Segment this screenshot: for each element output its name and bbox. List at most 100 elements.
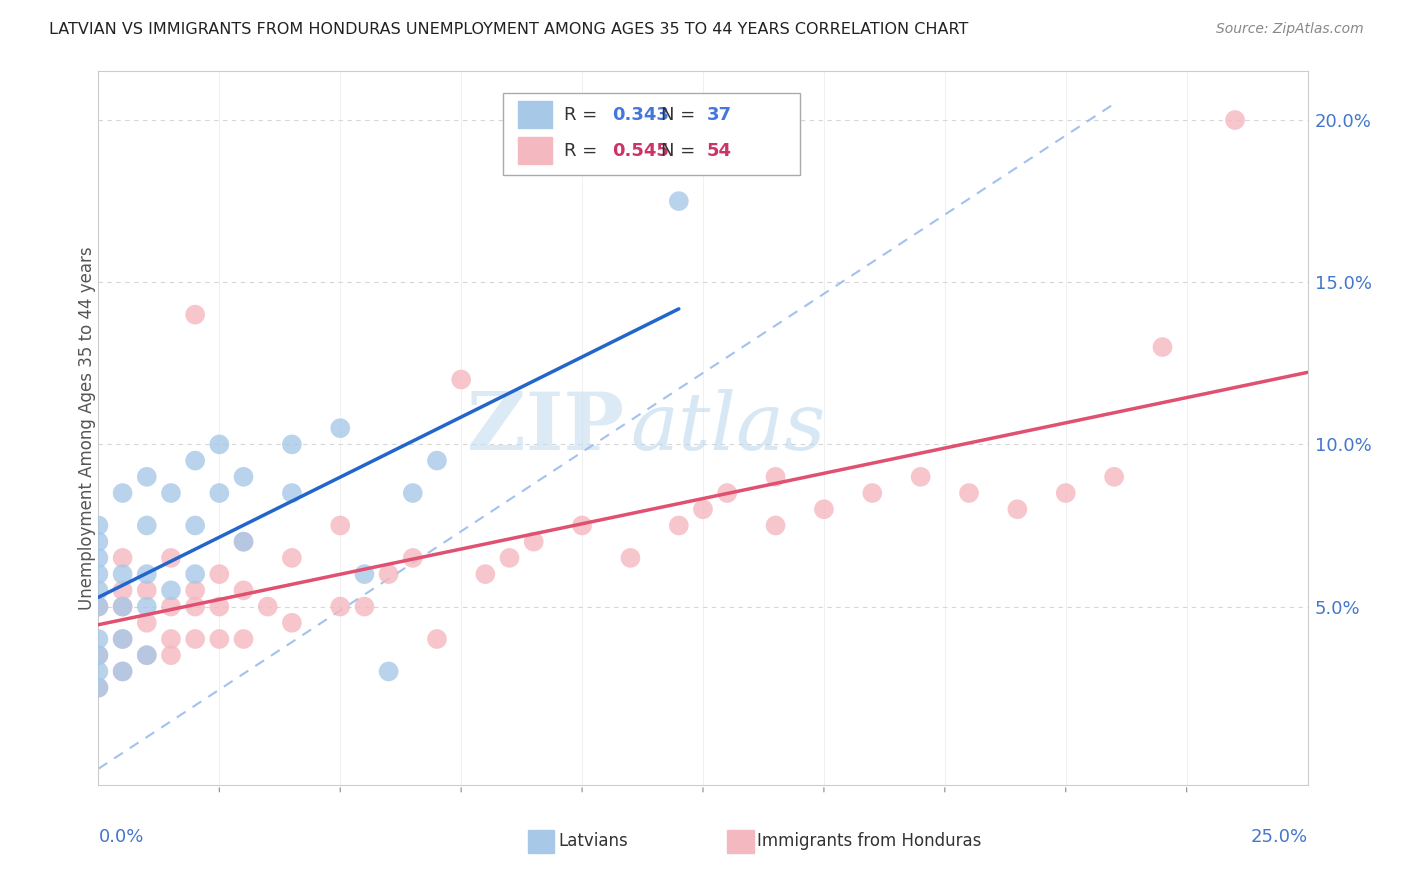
Point	[281, 550, 304, 565]
Point	[1007, 502, 1029, 516]
Point	[281, 486, 304, 500]
Point	[1054, 486, 1077, 500]
Point	[184, 632, 207, 646]
Point	[160, 583, 183, 598]
Bar	[517, 102, 553, 128]
Point	[765, 470, 787, 484]
Point	[353, 567, 375, 582]
Point	[135, 567, 157, 582]
Point	[860, 486, 883, 500]
Point	[184, 583, 207, 598]
Point	[135, 648, 157, 663]
Point	[329, 599, 352, 614]
Point	[668, 518, 690, 533]
Point	[111, 632, 134, 646]
Point	[87, 632, 110, 646]
Point	[87, 550, 110, 565]
Point	[111, 665, 134, 679]
Point	[329, 421, 352, 435]
Point	[813, 502, 835, 516]
Point	[111, 599, 134, 614]
Text: R =: R =	[564, 106, 598, 124]
Point	[668, 194, 690, 208]
Point	[135, 583, 157, 598]
Point	[184, 453, 207, 467]
Point	[87, 648, 110, 663]
Text: Source: ZipAtlas.com: Source: ZipAtlas.com	[1216, 22, 1364, 37]
Point	[160, 632, 183, 646]
Point	[87, 681, 110, 695]
Point	[426, 453, 449, 467]
Point	[208, 632, 231, 646]
Bar	[727, 830, 754, 853]
Text: ZIP: ZIP	[467, 389, 624, 467]
Point	[619, 550, 641, 565]
Point	[716, 486, 738, 500]
Point	[498, 550, 520, 565]
Point	[184, 567, 207, 582]
Point	[1223, 113, 1246, 128]
Point	[377, 567, 399, 582]
Point	[232, 470, 254, 484]
Point	[232, 534, 254, 549]
Point	[474, 567, 496, 582]
Point	[184, 518, 207, 533]
Point	[160, 599, 183, 614]
Point	[910, 470, 932, 484]
Text: 25.0%: 25.0%	[1250, 828, 1308, 846]
Point	[111, 486, 134, 500]
Text: 54: 54	[707, 142, 731, 160]
Point	[87, 681, 110, 695]
Point	[377, 665, 399, 679]
Point	[1102, 470, 1125, 484]
Point	[87, 648, 110, 663]
Point	[87, 534, 110, 549]
Point	[232, 534, 254, 549]
Point	[135, 615, 157, 630]
Point	[765, 518, 787, 533]
Text: N =: N =	[661, 142, 695, 160]
Point	[135, 470, 157, 484]
Point	[135, 599, 157, 614]
Point	[450, 372, 472, 386]
Point	[571, 518, 593, 533]
Text: atlas: atlas	[630, 390, 825, 467]
Point	[160, 486, 183, 500]
Point	[135, 648, 157, 663]
Point	[135, 518, 157, 533]
Point	[87, 518, 110, 533]
Point	[160, 550, 183, 565]
Text: Immigrants from Honduras: Immigrants from Honduras	[758, 832, 981, 850]
Point	[111, 632, 134, 646]
Point	[208, 599, 231, 614]
Point	[208, 567, 231, 582]
Y-axis label: Unemployment Among Ages 35 to 44 years: Unemployment Among Ages 35 to 44 years	[79, 246, 96, 610]
Point	[87, 583, 110, 598]
Text: 0.0%: 0.0%	[98, 828, 143, 846]
Point	[957, 486, 980, 500]
Point	[281, 615, 304, 630]
Point	[111, 550, 134, 565]
Point	[87, 567, 110, 582]
Point	[523, 534, 546, 549]
Point	[111, 567, 134, 582]
Point	[87, 599, 110, 614]
Text: 0.545: 0.545	[613, 142, 669, 160]
Point	[111, 599, 134, 614]
Point	[160, 648, 183, 663]
Point	[87, 665, 110, 679]
Text: 37: 37	[707, 106, 731, 124]
FancyBboxPatch shape	[503, 93, 800, 175]
Text: R =: R =	[564, 142, 598, 160]
Point	[329, 518, 352, 533]
Point	[208, 437, 231, 451]
Text: 0.343: 0.343	[613, 106, 669, 124]
Point	[1152, 340, 1174, 354]
Point	[402, 550, 425, 565]
Point	[281, 437, 304, 451]
Point	[232, 632, 254, 646]
Point	[426, 632, 449, 646]
Point	[402, 486, 425, 500]
Point	[208, 486, 231, 500]
Point	[692, 502, 714, 516]
